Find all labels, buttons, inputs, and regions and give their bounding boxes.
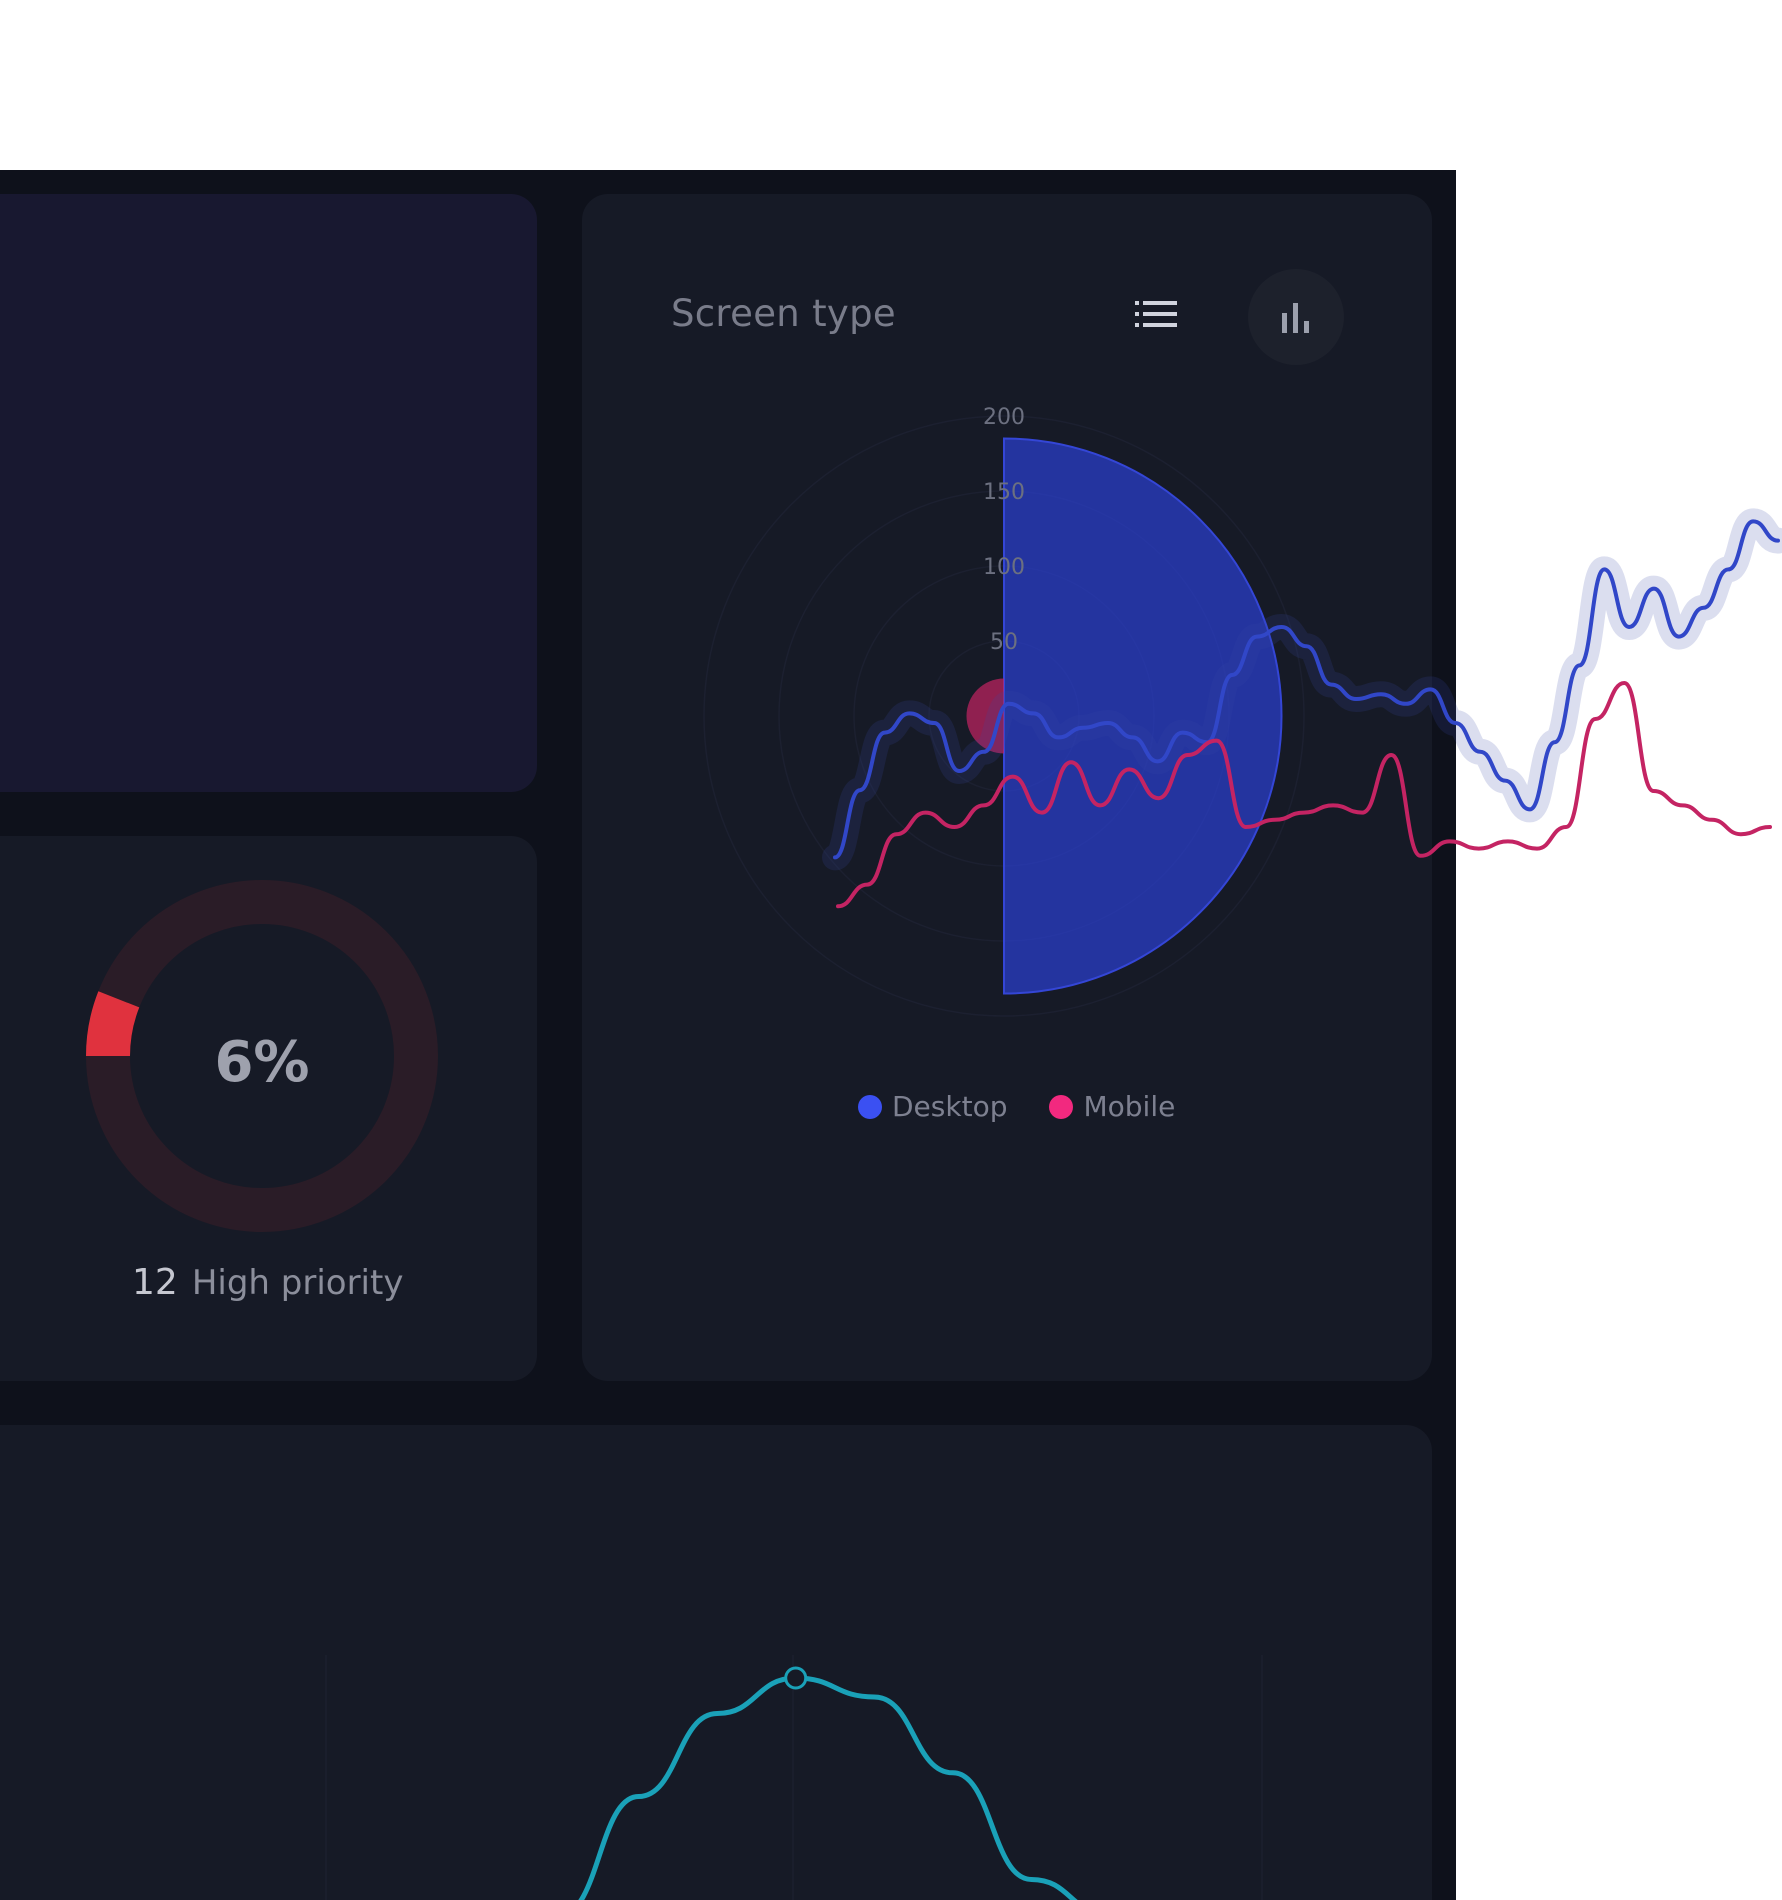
bar-chart-icon bbox=[1282, 303, 1309, 333]
list-icon bbox=[1135, 301, 1177, 327]
dashboard: Screen type bbox=[0, 170, 1456, 1900]
legend-item-mobile[interactable]: Mobile bbox=[1049, 1090, 1175, 1123]
placeholder-card bbox=[0, 194, 537, 792]
priority-count: 12 bbox=[132, 1262, 178, 1303]
legend-dot-mobile bbox=[1049, 1094, 1074, 1119]
priority-card bbox=[0, 836, 537, 1381]
polar-tick-label: 200 bbox=[983, 405, 1025, 430]
polar-tick-label: 150 bbox=[983, 480, 1025, 505]
gauge-percent: 6% bbox=[214, 1030, 310, 1095]
legend-dot-desktop bbox=[858, 1094, 882, 1119]
priority-label: High priority bbox=[191, 1263, 404, 1303]
polar-grid-ring bbox=[703, 415, 1305, 1017]
series-desktop-line bbox=[833, 519, 1780, 860]
polar-tick-label: 100 bbox=[983, 555, 1025, 580]
trend-peak-marker[interactable] bbox=[784, 1666, 808, 1690]
series-mobile-line bbox=[836, 681, 1772, 909]
priority-caption: 12 High priority bbox=[132, 1262, 403, 1303]
trend-line-series bbox=[578, 1675, 1078, 1900]
list-view-button[interactable] bbox=[1108, 266, 1204, 362]
polar-tick-label: 50 bbox=[990, 630, 1018, 655]
gauge-fill-arc bbox=[86, 991, 140, 1057]
polar-slice-desktop[interactable] bbox=[1003, 437, 1283, 995]
legend-label-mobile: Mobile bbox=[1083, 1090, 1176, 1123]
chart-view-button[interactable] bbox=[1248, 269, 1344, 365]
legend-item-desktop[interactable]: Desktop bbox=[858, 1090, 1007, 1123]
line-chart bbox=[822, 508, 1782, 909]
chart-legend: Desktop Mobile bbox=[858, 1090, 1175, 1123]
trend-card bbox=[0, 1425, 1432, 1900]
legend-label-desktop: Desktop bbox=[892, 1090, 1008, 1123]
trend-line-chart bbox=[325, 1655, 1263, 1900]
screen-type-card: Screen type bbox=[582, 194, 1432, 1381]
card-title: Screen type bbox=[671, 292, 896, 335]
priority-gauge bbox=[86, 880, 438, 1232]
